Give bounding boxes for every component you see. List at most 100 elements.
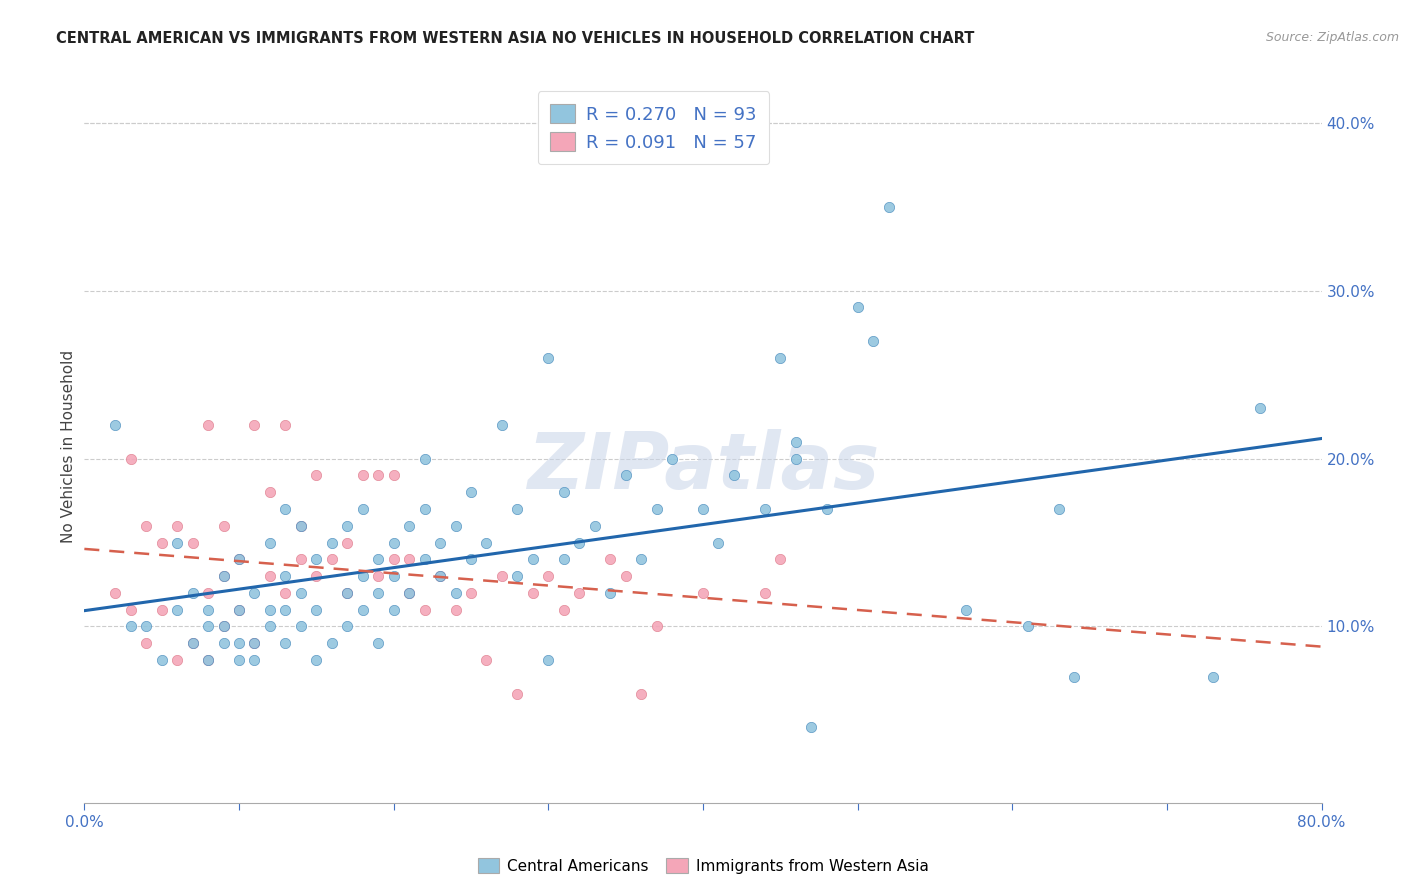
Point: [537, 569, 560, 583]
Point: [150, 653, 173, 667]
Point: [382, 535, 405, 549]
Point: [815, 502, 838, 516]
Point: [166, 653, 188, 667]
Point: [336, 586, 359, 600]
Point: [305, 569, 328, 583]
Point: [212, 569, 235, 583]
Point: [460, 586, 482, 600]
Point: [150, 535, 173, 549]
Text: ZIPatlas: ZIPatlas: [527, 429, 879, 506]
Point: [212, 518, 235, 533]
Point: [537, 653, 560, 667]
Point: [630, 552, 652, 566]
Point: [1202, 670, 1225, 684]
Point: [583, 518, 606, 533]
Point: [429, 569, 451, 583]
Point: [785, 434, 807, 449]
Point: [522, 586, 544, 600]
Point: [104, 586, 127, 600]
Point: [382, 468, 405, 483]
Point: [630, 687, 652, 701]
Point: [460, 552, 482, 566]
Point: [212, 569, 235, 583]
Point: [367, 586, 389, 600]
Point: [181, 586, 204, 600]
Point: [243, 653, 266, 667]
Point: [692, 502, 714, 516]
Point: [336, 518, 359, 533]
Point: [336, 535, 359, 549]
Point: [475, 535, 498, 549]
Point: [398, 586, 420, 600]
Point: [274, 603, 297, 617]
Point: [1047, 502, 1070, 516]
Point: [197, 653, 219, 667]
Point: [197, 619, 219, 633]
Point: [135, 518, 157, 533]
Point: [444, 518, 467, 533]
Point: [290, 552, 312, 566]
Point: [522, 552, 544, 566]
Point: [723, 468, 745, 483]
Point: [352, 468, 374, 483]
Point: [398, 552, 420, 566]
Legend: R = 0.270   N = 93, R = 0.091   N = 57: R = 0.270 N = 93, R = 0.091 N = 57: [537, 91, 769, 164]
Point: [212, 636, 235, 650]
Point: [228, 603, 250, 617]
Point: [413, 552, 436, 566]
Point: [352, 569, 374, 583]
Point: [398, 518, 420, 533]
Point: [197, 603, 219, 617]
Point: [181, 636, 204, 650]
Point: [290, 518, 312, 533]
Point: [553, 485, 575, 500]
Point: [769, 351, 792, 365]
Point: [785, 451, 807, 466]
Point: [305, 653, 328, 667]
Point: [862, 334, 884, 348]
Point: [568, 535, 591, 549]
Legend: Central Americans, Immigrants from Western Asia: Central Americans, Immigrants from Weste…: [471, 852, 935, 880]
Point: [243, 636, 266, 650]
Point: [413, 502, 436, 516]
Point: [243, 636, 266, 650]
Point: [352, 502, 374, 516]
Point: [645, 619, 668, 633]
Point: [413, 451, 436, 466]
Point: [382, 603, 405, 617]
Point: [321, 552, 343, 566]
Point: [274, 569, 297, 583]
Text: CENTRAL AMERICAN VS IMMIGRANTS FROM WESTERN ASIA NO VEHICLES IN HOUSEHOLD CORREL: CENTRAL AMERICAN VS IMMIGRANTS FROM WEST…: [56, 31, 974, 46]
Point: [429, 535, 451, 549]
Point: [599, 586, 621, 600]
Point: [1063, 670, 1085, 684]
Point: [228, 603, 250, 617]
Point: [305, 552, 328, 566]
Point: [243, 586, 266, 600]
Point: [274, 417, 297, 432]
Point: [707, 535, 730, 549]
Point: [444, 603, 467, 617]
Point: [506, 687, 529, 701]
Point: [321, 535, 343, 549]
Point: [166, 603, 188, 617]
Point: [274, 502, 297, 516]
Point: [537, 351, 560, 365]
Point: [135, 636, 157, 650]
Point: [877, 200, 900, 214]
Point: [661, 451, 683, 466]
Point: [599, 552, 621, 566]
Point: [166, 518, 188, 533]
Point: [259, 569, 281, 583]
Point: [367, 468, 389, 483]
Point: [274, 636, 297, 650]
Point: [506, 502, 529, 516]
Point: [290, 518, 312, 533]
Point: [259, 485, 281, 500]
Point: [305, 468, 328, 483]
Point: [614, 569, 637, 583]
Point: [553, 552, 575, 566]
Point: [506, 569, 529, 583]
Point: [197, 653, 219, 667]
Point: [259, 535, 281, 549]
